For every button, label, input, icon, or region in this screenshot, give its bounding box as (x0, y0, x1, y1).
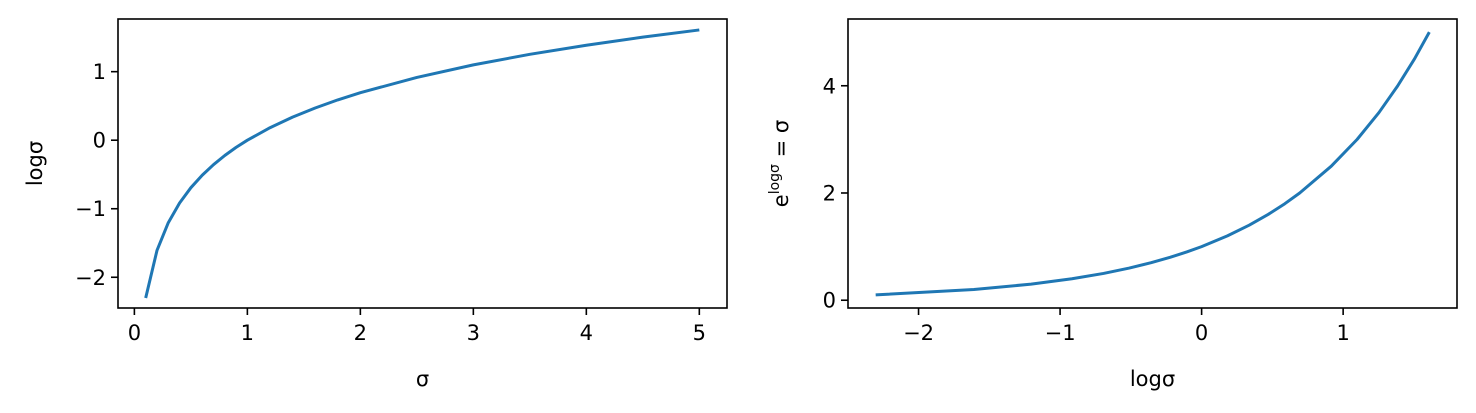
y-axis-label-rest: = σ (769, 120, 793, 164)
x-tick-label: 5 (693, 321, 706, 345)
x-tick-label: 0 (1195, 321, 1208, 345)
y-axis-label: elogσ = σ (767, 120, 793, 207)
y-axis-label: logσ (23, 141, 47, 186)
x-tick-label: 2 (354, 321, 367, 345)
y-tick-label: −2 (75, 266, 106, 290)
x-tick-label: 1 (241, 321, 254, 345)
y-tick-label: 4 (823, 74, 836, 98)
series-line (144, 28, 700, 299)
series-line (875, 31, 1431, 297)
y-axis-label-base: e (769, 194, 793, 207)
y-axis-label-superscript: logσ (767, 164, 783, 194)
y-tick-label: 0 (93, 129, 106, 153)
x-tick-label: −2 (903, 321, 934, 345)
y-tick-label: 2 (823, 181, 836, 205)
x-tick-label: 4 (580, 321, 593, 345)
x-axis-label: σ (416, 367, 429, 391)
plot-frame (847, 18, 1458, 309)
x-axis-label: logσ (1130, 367, 1175, 391)
y-tick-label: −1 (75, 197, 106, 221)
y-tick-label: 1 (93, 60, 106, 84)
x-tick-label: 0 (128, 321, 141, 345)
x-tick-label: −1 (1045, 321, 1076, 345)
chart-log-sigma: 0 1 2 3 4 5 −2 −1 0 1 σ logσ (23, 18, 728, 391)
x-tick-label: 1 (1336, 321, 1349, 345)
plot-frame (117, 18, 728, 309)
x-tick-label: 3 (467, 321, 480, 345)
y-tick-label: 0 (823, 289, 836, 313)
